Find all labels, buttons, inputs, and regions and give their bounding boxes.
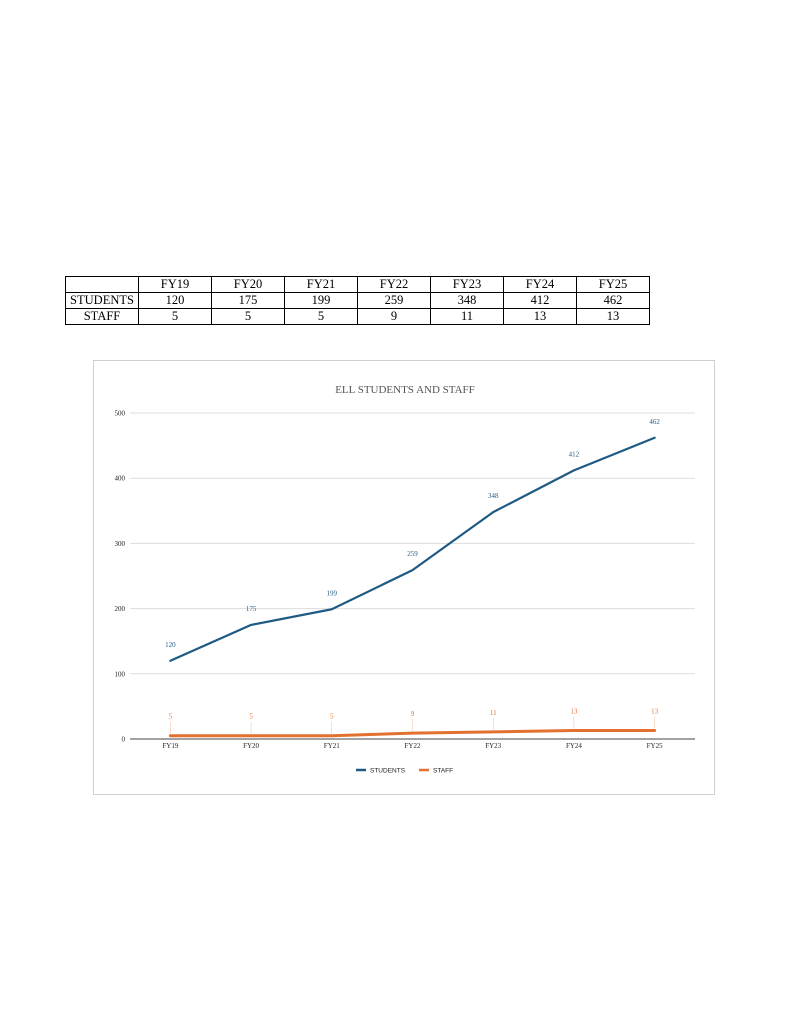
data-point-staff (653, 729, 656, 732)
x-tick-label: FY19 (162, 742, 178, 750)
data-point-students (653, 436, 656, 439)
chart-title: ELL STUDENTS AND STAFF (335, 384, 475, 396)
table-cell: 11 (430, 308, 504, 325)
data-point-students (492, 511, 495, 513)
table-header-row: FY19 FY20 FY21 FY22 FY23 FY24 FY25 (65, 276, 650, 293)
data-point-students (169, 659, 172, 662)
data-point-students (411, 569, 414, 571)
x-tick-label: FY25 (647, 742, 663, 750)
table-cell: 199 (284, 292, 358, 309)
y-tick-label: 0 (122, 736, 126, 744)
table-cell: 5 (138, 308, 212, 325)
data-point-staff (250, 734, 252, 737)
table-header-cell: FY25 (576, 276, 650, 293)
x-tick-label: FY23 (485, 742, 501, 750)
table-cell: 13 (576, 308, 650, 325)
legend-label: STUDENTS (370, 767, 406, 774)
data-label: 13 (651, 708, 659, 716)
data-label: 462 (649, 418, 660, 426)
data-label: 5 (249, 713, 253, 721)
data-point-staff (492, 731, 495, 733)
table-header-cell: FY20 (211, 276, 285, 293)
table-cell: 9 (357, 308, 431, 325)
data-point-staff (573, 729, 575, 732)
x-tick-label: FY21 (324, 742, 340, 750)
data-label: 13 (570, 708, 578, 716)
table-cell: 175 (211, 292, 285, 309)
data-label: 5 (330, 713, 334, 721)
table-cell: 13 (503, 308, 577, 325)
table-header-cell: FY23 (430, 276, 504, 293)
x-tick-label: FY24 (566, 742, 582, 750)
table-row-label: STUDENTS (65, 292, 139, 309)
chart-container: ELL STUDENTS AND STAFF 0 100 200 300 400 500 F… (93, 360, 715, 795)
table-corner-cell (65, 276, 139, 293)
table-header-cell: FY21 (284, 276, 358, 293)
y-tick-label: 500 (115, 410, 126, 418)
legend-label: STAFF (433, 767, 453, 774)
data-label: 175 (246, 605, 257, 613)
data-point-staff (169, 734, 172, 737)
table-header-cell: FY19 (138, 276, 212, 293)
data-label: 348 (488, 492, 499, 500)
data-point-students (250, 624, 252, 626)
x-tick-label: FY22 (405, 742, 421, 750)
data-label: 259 (407, 550, 418, 558)
data-label: 5 (169, 713, 173, 721)
data-label: 11 (490, 709, 497, 717)
data-point-staff (330, 734, 333, 737)
data-table: FY19 FY20 FY21 FY22 FY23 FY24 FY25 STUDENTS 120 1… (65, 276, 650, 325)
line-chart: ELL STUDENTS AND STAFF 0 100 200 300 400 500 F… (115, 384, 695, 774)
y-tick-label: 200 (115, 605, 126, 613)
x-tick-label: FY20 (243, 742, 259, 750)
data-label: 120 (165, 641, 176, 649)
table-cell: 5 (211, 308, 285, 325)
table-cell: 120 (138, 292, 212, 309)
y-tick-label: 100 (115, 670, 126, 678)
y-tick-label: 300 (115, 540, 126, 548)
data-point-students (330, 608, 333, 611)
table-cell: 259 (357, 292, 431, 309)
data-point-staff (411, 732, 414, 734)
table-header-cell: FY22 (357, 276, 431, 293)
table-cell: 5 (284, 308, 358, 325)
table-cell: 348 (430, 292, 504, 309)
y-tick-label: 400 (115, 475, 126, 483)
data-point-students (573, 469, 575, 472)
table-cell: 462 (576, 292, 650, 309)
table-row: STUDENTS 120 175 199 259 348 412 462 (65, 292, 650, 309)
table-header-cell: FY24 (503, 276, 577, 293)
data-label: 412 (569, 450, 580, 458)
table-cell: 412 (503, 292, 577, 309)
table-row-label: STAFF (65, 308, 139, 325)
data-label: 199 (327, 589, 338, 597)
data-label: 9 (411, 710, 415, 718)
table-row: STAFF 5 5 5 9 11 13 13 (65, 308, 650, 325)
